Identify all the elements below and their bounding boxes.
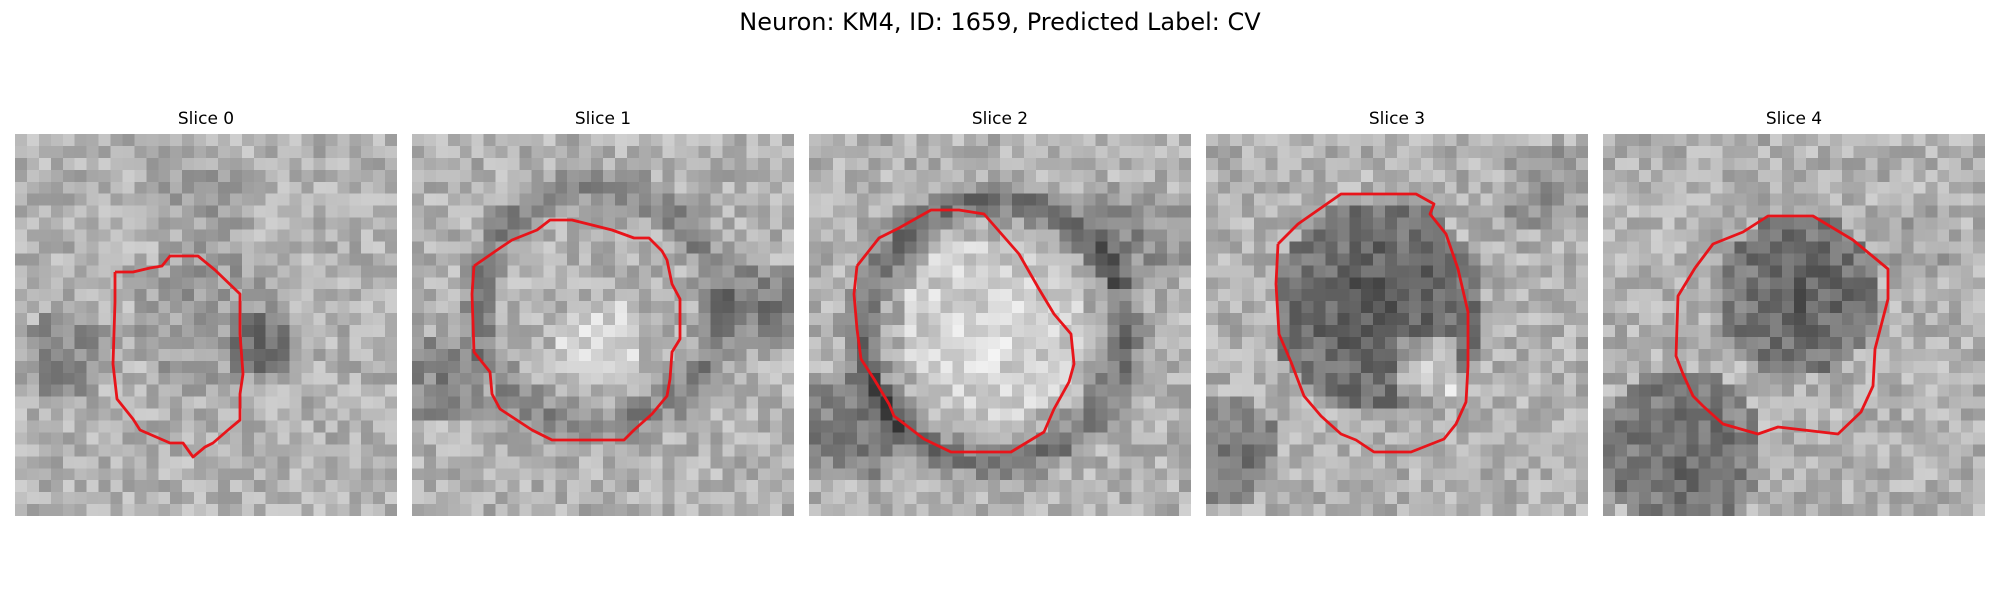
segmentation-contour	[470, 218, 682, 442]
segmentation-contour	[1674, 214, 1890, 436]
figure-title: Neuron: KM4, ID: 1659, Predicted Label: …	[739, 8, 1261, 36]
slice-panel-2: Slice 2	[809, 108, 1191, 516]
segmentation-contour	[1274, 192, 1470, 454]
slice-panel-4: Slice 4	[1603, 108, 1985, 516]
slice-title: Slice 3	[1368, 109, 1426, 129]
slice-panel-1: Slice 1	[412, 108, 794, 516]
slice-title: Slice 1	[574, 109, 632, 129]
slice-image	[15, 134, 397, 516]
slice-image	[1603, 134, 1985, 516]
slice-image	[809, 134, 1191, 516]
segmentation-contour	[852, 208, 1076, 454]
slice-title: Slice 4	[1765, 109, 1823, 129]
contour-overlay	[470, 218, 682, 442]
slice-image	[1206, 134, 1588, 516]
contour-overlay	[852, 208, 1076, 454]
slice-grayscale-image	[412, 134, 794, 516]
slice-grayscale-image	[15, 134, 397, 516]
slice-image	[412, 134, 794, 516]
contour-overlay	[111, 254, 245, 459]
slice-panel-3: Slice 3	[1206, 108, 1588, 516]
slice-panel-0: Slice 0	[15, 108, 397, 516]
segmentation-contour	[111, 254, 245, 459]
slice-title: Slice 2	[971, 109, 1029, 129]
contour-overlay	[1674, 214, 1890, 436]
slice-grayscale-image	[1603, 134, 1985, 516]
contour-overlay	[1274, 192, 1470, 454]
slice-title: Slice 0	[177, 109, 235, 129]
